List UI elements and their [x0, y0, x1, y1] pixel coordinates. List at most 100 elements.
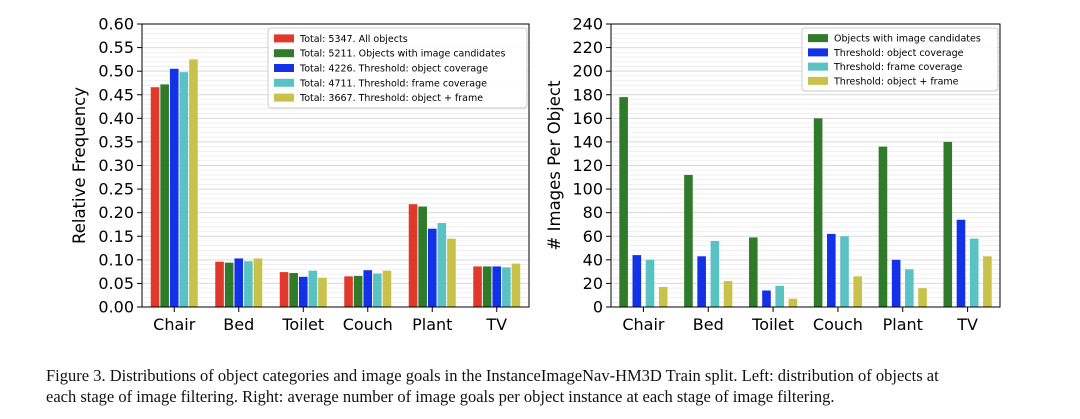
y-tick-label: 120: [572, 156, 603, 175]
plot-frame: [141, 23, 530, 308]
bar-plant-2: [418, 206, 427, 307]
y-tick-label: 60: [583, 227, 603, 246]
bar-bed-2: [697, 256, 706, 307]
legend-entry: Total: 3667. Threshold: object + frame: [299, 93, 483, 104]
y-tick-label: 240: [572, 15, 603, 34]
bar-tv-5: [511, 263, 521, 307]
caption-line-1: Figure 3. Distributions of object catego…: [46, 366, 939, 385]
legend-entry: Threshold: frame coverage: [833, 62, 962, 73]
bar-plant-3: [427, 228, 437, 307]
y-tick-label: 200: [572, 62, 603, 81]
legend-box: [801, 27, 999, 92]
bar-bed-4: [244, 261, 253, 307]
bar-bed-5: [253, 258, 263, 307]
bar-tv-3: [492, 266, 502, 307]
y-tick-label: 220: [572, 38, 603, 57]
bar-couch-1: [344, 276, 353, 307]
chart-relative-frequency: 0.00 0.05 0.10 0.15 0.20 0.25 0.30 0.35 0.40 0.45…: [70, 15, 530, 334]
bar-couch-4: [853, 276, 863, 307]
legend-swatch: [274, 49, 294, 58]
legend-box: [267, 27, 528, 109]
x-tick-label: Bed: [223, 315, 254, 334]
legend-swatch: [808, 34, 828, 43]
bar-tv-3: [969, 238, 979, 307]
y-tick-label: 0.45: [98, 85, 134, 104]
y-tick-label: 0.10: [98, 250, 134, 269]
bar-plant-3: [905, 269, 914, 307]
y-tick-label: 0.35: [98, 132, 134, 151]
bar-couch-3: [363, 270, 373, 307]
y-axis-label: # Images Per Object: [545, 80, 564, 250]
bar-chair-1: [150, 87, 160, 307]
legend-swatch: [274, 93, 294, 102]
bar-bed-2: [224, 262, 234, 307]
chart-images-per-object: 0 20 40 60 80 100 120 140 160 180 200 220 240 Chair Be…: [545, 15, 1001, 334]
y-tick-label: 140: [572, 132, 603, 151]
bar-plant-2: [891, 259, 901, 307]
bar-plant-5: [447, 238, 456, 307]
bar-toilet-1: [279, 272, 289, 307]
legend-entry: Total: 4226. Threshold: object coverage: [299, 64, 488, 75]
y-tick-label: 0.15: [98, 227, 134, 246]
y-tick-label: 180: [572, 85, 603, 104]
y-tick-label: 0.05: [98, 274, 134, 293]
bar-toilet-3: [298, 276, 308, 307]
x-tick-label: TV: [956, 315, 978, 334]
y-tick-label: 0.30: [98, 156, 134, 175]
bar-chair-3: [645, 259, 655, 307]
bar-toilet-4: [788, 298, 798, 307]
y-tick-label: 0.40: [98, 109, 134, 128]
legend-entry: Objects with image candidates: [834, 34, 981, 45]
legend-swatch: [274, 64, 294, 72]
bar-tv-4: [983, 256, 992, 307]
bar-plant-1: [878, 146, 888, 307]
y-tick-label: 0.25: [98, 180, 134, 199]
x-tick-label: Couch: [813, 315, 863, 334]
bar-bed-1: [215, 261, 224, 307]
y-tick-label: 160: [572, 109, 603, 128]
bar-chair-2: [632, 255, 642, 307]
x-tick-label: Chair: [622, 315, 665, 334]
bar-couch-2: [827, 233, 836, 307]
bar-toilet-4: [308, 270, 318, 307]
legend-entry: Threshold: object coverage: [833, 48, 964, 59]
bar-chair-4: [658, 286, 668, 307]
bar-tv-1: [473, 266, 482, 307]
bar-couch-3: [840, 236, 849, 307]
y-tick-label: 0.55: [98, 38, 134, 57]
bar-bed-1: [684, 174, 693, 307]
x-tick-label: Couch: [343, 315, 393, 334]
legend: Total: 5347. All objects Total: 5211. Obj…: [267, 27, 528, 109]
bar-chair-5: [189, 59, 198, 307]
x-tick-label: Plant: [412, 315, 452, 334]
bar-couch-4: [373, 273, 382, 307]
bar-toilet-3: [775, 285, 784, 307]
bar-chair-2: [160, 84, 169, 307]
legend-entry: Total: 5211. Objects with image candidat…: [299, 49, 505, 60]
bar-toilet-1: [748, 237, 758, 307]
bar-plant-4: [918, 288, 927, 307]
bar-toilet-2: [289, 273, 298, 307]
y-axis-label: Relative Frequency: [70, 87, 89, 244]
bar-plant-4: [437, 223, 447, 307]
bar-couch-2: [353, 275, 363, 307]
legend-swatch: [274, 78, 294, 87]
legend: Objects with image candidates Threshold: …: [801, 27, 999, 92]
figure-caption: Figure 3. Distributions of object catego…: [46, 365, 1066, 407]
y-tick-label: 80: [583, 203, 603, 222]
x-tick-label: Toilet: [281, 315, 324, 334]
bar-plant-1: [408, 204, 418, 307]
bar-toilet-2: [762, 290, 771, 307]
x-tick-label: Plant: [883, 315, 923, 334]
x-tick-label: TV: [485, 315, 507, 334]
legend-swatch: [274, 34, 294, 43]
bar-chair-3: [169, 68, 179, 307]
bar-chair-1: [619, 97, 628, 307]
bar-couch-5: [382, 270, 392, 307]
y-tick-label: 100: [572, 180, 603, 199]
legend-swatch: [808, 76, 828, 85]
bar-chair-4: [179, 72, 189, 307]
legend-entry: Threshold: object + frame: [833, 76, 959, 87]
y-tick-label: 20: [583, 274, 603, 293]
